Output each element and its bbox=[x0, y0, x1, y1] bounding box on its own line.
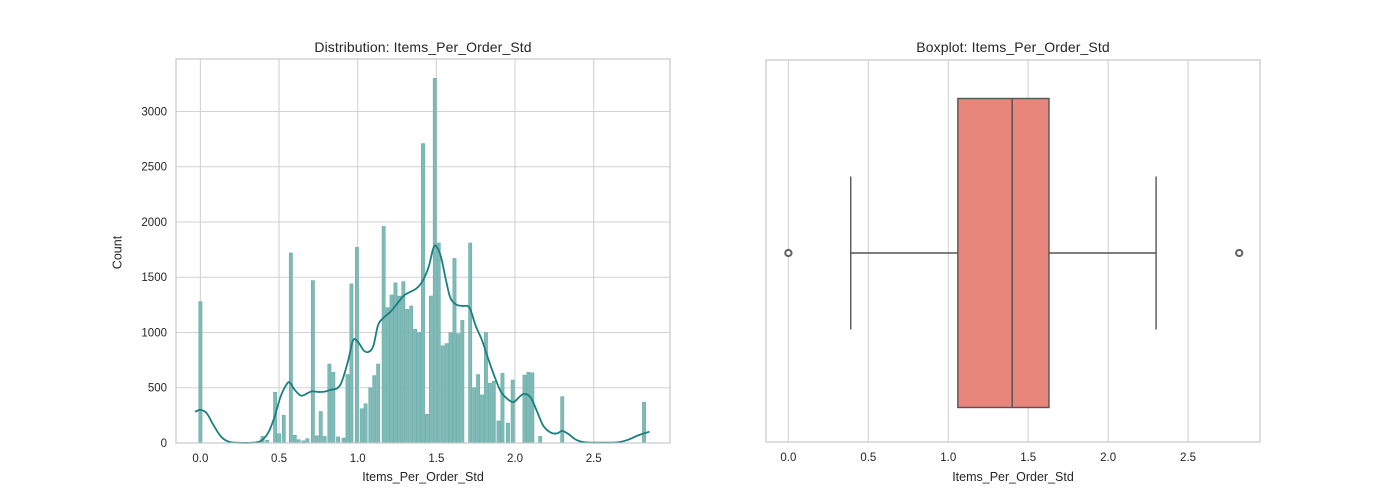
outlier-point bbox=[1235, 248, 1244, 258]
boxplot-xlabel: Items_Per_Order_Std bbox=[952, 470, 1074, 484]
kde-curve bbox=[194, 244, 650, 444]
y-tick-label: 1500 bbox=[141, 272, 167, 284]
x-tick-labels: 0.0 0.5 1.0 1.5 2.0 2.5 bbox=[192, 453, 601, 465]
y-tick-label: 500 bbox=[148, 383, 167, 395]
x-tick-label: 0.0 bbox=[192, 453, 208, 465]
x-tick-label: 2.5 bbox=[586, 453, 602, 465]
histogram-ylabel: Count bbox=[110, 235, 125, 270]
y-tick-label: 3000 bbox=[141, 106, 167, 118]
iqr-box bbox=[957, 97, 1050, 409]
axes-border bbox=[765, 59, 1261, 443]
x-tick-label: 0.0 bbox=[780, 452, 796, 464]
histogram-title: Distribution: Items_Per_Order_Std bbox=[314, 39, 532, 55]
x-tick-labels: 0.0 0.5 1.0 1.5 2.0 2.5 bbox=[780, 452, 1196, 464]
x-tick-label: 0.5 bbox=[271, 453, 287, 465]
gridlines bbox=[176, 59, 670, 444]
x-tick-label: 2.0 bbox=[507, 453, 523, 465]
y-tick-label: 0 bbox=[161, 438, 167, 450]
x-tick-label: 2.5 bbox=[1180, 452, 1196, 464]
histogram-xlabel: Items_Per_Order_Std bbox=[362, 470, 484, 484]
y-tick-labels: 0 500 1000 1500 2000 2500 3000 bbox=[141, 106, 167, 450]
outlier-point bbox=[784, 248, 793, 258]
y-tick-label: 1000 bbox=[141, 327, 167, 339]
y-tick-label: 2500 bbox=[141, 162, 167, 174]
x-tick-label: 1.5 bbox=[1020, 452, 1036, 464]
x-tick-label: 2.0 bbox=[1100, 452, 1116, 464]
boxplot-glyph bbox=[784, 97, 1244, 409]
y-tick-label: 2000 bbox=[141, 217, 167, 229]
x-tick-label: 1.0 bbox=[350, 453, 366, 465]
x-tick-label: 1.5 bbox=[428, 453, 444, 465]
boxplot-title: Boxplot: Items_Per_Order_Std bbox=[916, 39, 1110, 55]
x-tick-label: 1.0 bbox=[940, 452, 956, 464]
x-tick-label: 0.5 bbox=[860, 452, 876, 464]
axes-border bbox=[175, 58, 671, 444]
